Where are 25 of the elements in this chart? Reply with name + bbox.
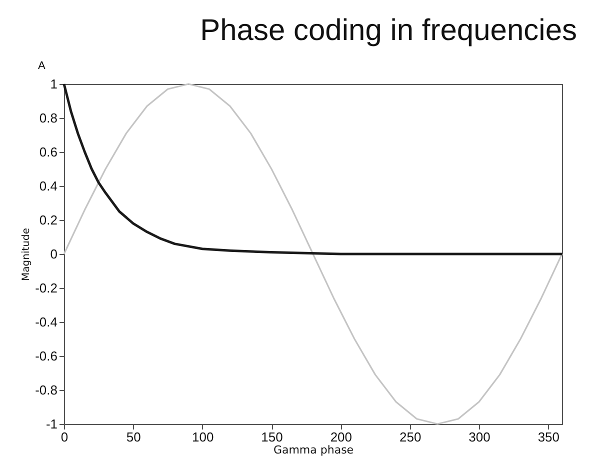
x-tick-label: 350 xyxy=(538,430,560,444)
x-axis-title: Gamma phase xyxy=(273,444,354,456)
x-tick-label: 50 xyxy=(126,430,141,444)
line-series xyxy=(62,82,564,256)
y-tick-label: -0.6 xyxy=(35,348,58,364)
y-tick-label: 0.8 xyxy=(39,110,58,126)
x-tick-label: 300 xyxy=(468,430,490,444)
y-tick-label: -0.4 xyxy=(35,314,58,330)
y-axis-title: Magnitude xyxy=(21,228,32,281)
y-tick-label: -0.8 xyxy=(35,382,58,398)
x-tick-label: 100 xyxy=(192,430,214,444)
y-tick-label: 0.6 xyxy=(39,144,58,160)
line-series xyxy=(63,83,563,425)
x-tick-label: 150 xyxy=(261,430,283,444)
text: A xyxy=(38,60,46,72)
chart-title: Phase coding in frequencies xyxy=(199,14,578,48)
x-tick-label: 250 xyxy=(399,430,422,444)
y-tick-label: 0 xyxy=(50,246,58,262)
x-tick-label: 0 xyxy=(60,430,68,444)
y-tick-label: -0.2 xyxy=(35,280,58,296)
y-tick-label: -1 xyxy=(46,416,58,432)
y-tick-label: 0.4 xyxy=(39,178,58,194)
y-tick-label: 0.2 xyxy=(39,212,58,228)
y-tick-label: 1 xyxy=(50,76,58,92)
x-tick-label: 200 xyxy=(330,430,352,444)
